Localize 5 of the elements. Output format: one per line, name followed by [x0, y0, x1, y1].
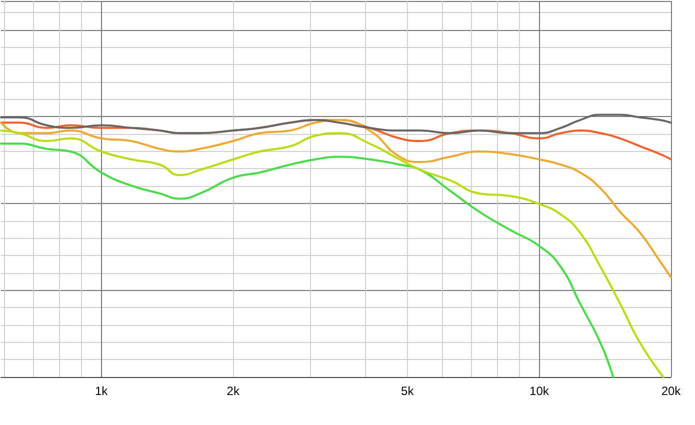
x-tick-label: 10k	[530, 384, 550, 398]
x-tick-label: 5k	[401, 384, 415, 398]
x-tick-label: 1k	[94, 384, 109, 398]
x-tick-label: 2k	[226, 384, 240, 398]
x-tick-label: 20k	[661, 384, 682, 398]
